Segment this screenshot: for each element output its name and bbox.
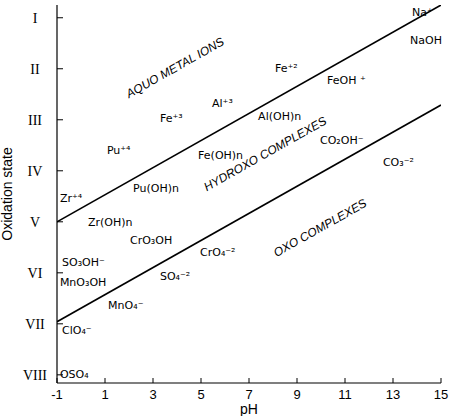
x-tick xyxy=(105,378,106,383)
species-label: CrO₄⁻² xyxy=(200,246,236,259)
species-label: FeOH ⁺ xyxy=(327,74,366,87)
y-axis-title: Oxidation state xyxy=(0,147,15,241)
species-label: MnO₄⁻ xyxy=(108,299,144,312)
y-tick xyxy=(57,68,63,69)
plot-lines xyxy=(57,5,441,322)
x-tick xyxy=(393,378,394,383)
species-label: Na⁺ xyxy=(412,6,433,19)
x-tick-label: 9 xyxy=(293,387,300,402)
species-label: Al(OH)n xyxy=(258,110,301,123)
species-label: Pu⁺⁴ xyxy=(107,144,131,157)
region-label: AQUO METAL IONS xyxy=(123,35,227,102)
y-tick-label: II xyxy=(30,62,40,77)
x-tick-label: 11 xyxy=(338,387,352,402)
region-label: OXO COMPLEXES xyxy=(271,196,369,260)
species-label: Al⁺³ xyxy=(212,97,233,110)
y-tick xyxy=(57,119,63,120)
species-label: CrO₃OH xyxy=(130,234,172,247)
x-tick-label: 15 xyxy=(434,387,448,402)
y-tick xyxy=(57,272,63,273)
species-label: CO₃⁻² xyxy=(383,156,414,169)
y-tick-label: VII xyxy=(25,317,45,332)
y-tick-label: I xyxy=(33,11,38,26)
species-label: Zr⁺⁴ xyxy=(60,192,83,205)
x-tick xyxy=(153,378,154,383)
species-label: SO₃OH⁻ xyxy=(62,256,105,269)
species-label: Fe⁺² xyxy=(275,62,298,75)
y-tick-label: IV xyxy=(28,164,43,179)
species-label: CO₂OH⁻ xyxy=(320,134,364,147)
species-label: ClO₄⁻ xyxy=(62,324,92,337)
x-tick xyxy=(345,378,346,383)
y-tick-label: VI xyxy=(28,266,43,281)
x-tick-label: 5 xyxy=(197,387,204,402)
x-tick-label: 1 xyxy=(101,387,108,402)
species-label: Zr(OH)n xyxy=(88,216,133,229)
y-axis xyxy=(56,5,57,383)
x-tick-label: 13 xyxy=(386,387,400,402)
y-tick xyxy=(57,170,63,171)
x-tick-label: 3 xyxy=(149,387,156,402)
y-tick-label: III xyxy=(28,113,42,128)
x-tick xyxy=(249,378,250,383)
x-tick xyxy=(57,378,58,383)
x-tick xyxy=(441,378,442,383)
species-label: Fe(OH)n xyxy=(198,149,243,162)
species-label: OSO₄ xyxy=(60,368,89,381)
x-tick xyxy=(201,378,202,383)
x-tick-label: 7 xyxy=(245,387,252,402)
y-tick-label: V xyxy=(30,215,40,230)
boundary-line xyxy=(57,5,441,222)
x-tick-label: -1 xyxy=(51,387,63,402)
boundary-line xyxy=(57,105,441,322)
species-label: Fe⁺³ xyxy=(160,112,183,125)
species-label: MnO₃OH xyxy=(60,276,106,289)
y-tick-label: VIII xyxy=(23,368,47,383)
x-tick xyxy=(297,378,298,383)
species-label: NaOH xyxy=(410,34,442,47)
y-tick xyxy=(57,17,63,18)
species-label: Pu(OH)n xyxy=(133,182,179,195)
x-axis-title: pH xyxy=(240,401,258,416)
species-label: SO₄⁻² xyxy=(160,270,190,283)
chart: -113579111315IIIIIIIVVVIVIIVIIIpHOxidati… xyxy=(0,0,450,416)
